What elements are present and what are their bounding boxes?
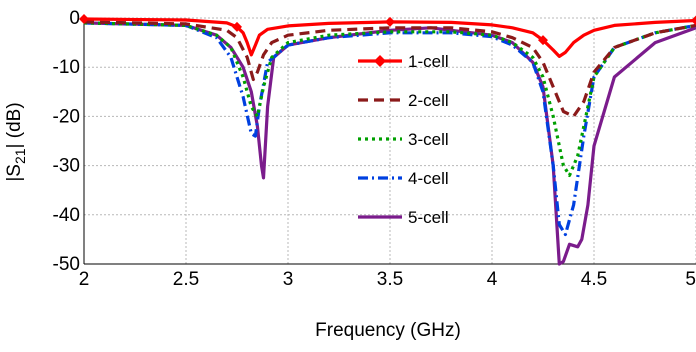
x-tick-label: 2.5 xyxy=(173,269,199,290)
x-tick-label: 4.5 xyxy=(581,269,607,290)
y-axis-title-prefix: |S xyxy=(4,164,25,182)
y-axis-title-subscript: 21 xyxy=(12,148,28,164)
series-line-2-cell xyxy=(83,20,696,119)
legend-marker-1-cell xyxy=(374,55,386,67)
x-tick-label: 5 xyxy=(685,269,696,290)
y-axis-title-suffix: | (dB) xyxy=(4,102,25,148)
legend-label-3-cell: 3-cell xyxy=(408,130,449,149)
legend-label-5-cell: 5-cell xyxy=(408,208,449,227)
x-axis-title: Frequency (GHz) xyxy=(315,320,461,341)
series-marker-1-cell xyxy=(232,21,242,32)
legend: 1-cell 2-cell 3-cell 4-cell 5-cell xyxy=(358,52,449,227)
series-lines xyxy=(79,13,696,266)
series-marker-1-cell xyxy=(79,13,89,24)
series-line-1-cell xyxy=(83,17,696,59)
y-tick-label: -40 xyxy=(53,205,80,226)
x-tick-label: 4 xyxy=(487,269,498,290)
y-tick-label: -30 xyxy=(53,156,80,177)
series-line-5-cell xyxy=(83,21,696,266)
x-tick-label: 3.5 xyxy=(377,269,403,290)
legend-label-4-cell: 4-cell xyxy=(408,169,449,188)
y-tick-label: 0 xyxy=(69,8,80,29)
y-tick-label: -20 xyxy=(53,106,80,127)
grid xyxy=(84,17,696,264)
y-tick-label: -10 xyxy=(53,57,80,78)
y-axis-title: |S21| (dB) xyxy=(4,102,28,181)
legend-label-1-cell: 1-cell xyxy=(408,52,449,71)
ticks: 0 -10 -20 -30 -40 -502 2.5 3 3.5 4 4.5 5 xyxy=(53,8,696,290)
legend-label-2-cell: 2-cell xyxy=(408,91,449,110)
series-marker-1-cell xyxy=(691,15,696,26)
x-tick-label: 3 xyxy=(283,269,294,290)
y-tick-label: -50 xyxy=(53,254,80,275)
x-tick-label: 2 xyxy=(79,269,90,290)
series-marker-1-cell xyxy=(385,16,395,27)
series-marker-1-cell xyxy=(538,35,548,46)
series-line-3-cell xyxy=(83,21,696,177)
series-line-4-cell xyxy=(83,21,696,237)
